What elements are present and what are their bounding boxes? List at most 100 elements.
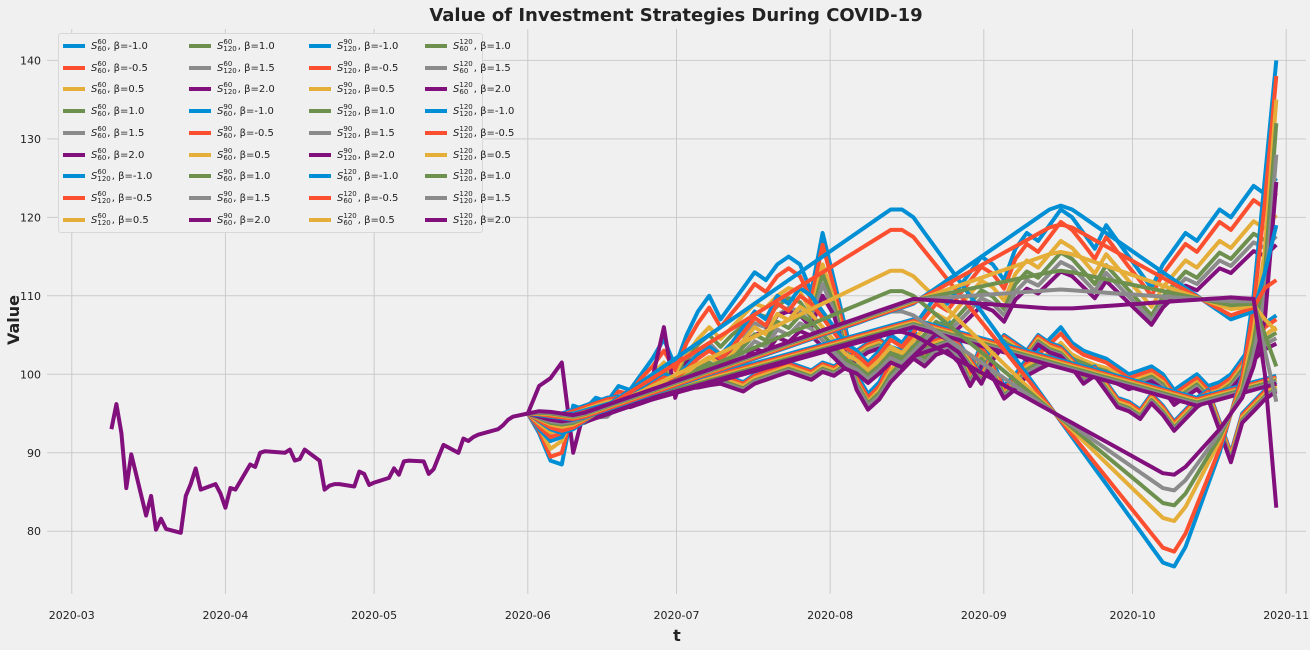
legend-label: S 60 60, β=2.0 (91, 146, 145, 162)
legend-label: S 90 60, β=-1.0 (217, 103, 274, 119)
legend-label: S 60 60, β=1.5 (91, 124, 145, 140)
legend-swatch (309, 109, 331, 114)
legend-item: S 120 120, β=0.5 (425, 146, 511, 164)
legend-label: S 90 120, β=1.5 (337, 124, 395, 140)
legend-item: S 60 120, β=0.5 (63, 211, 149, 229)
legend-swatch (189, 44, 211, 48)
legend-swatch (425, 87, 447, 92)
legend-swatch (189, 217, 211, 222)
x-tick-labels: 2020-03 2020-04 2020-05 2020-06 2020-07 2020-… (49, 609, 1309, 622)
x-tick-label: 2020-05 (351, 609, 397, 622)
x-tick-label: 2020-10 (1110, 609, 1156, 622)
legend-item: S 60 60, β=0.5 (63, 80, 144, 98)
y-tick-label: 100 (20, 368, 41, 381)
legend-label: S 60 120, β=-1.0 (91, 168, 153, 184)
legend-label: S 90 60, β=0.5 (217, 146, 271, 162)
legend-swatch (425, 65, 447, 70)
legend-item: S 60 120, β=-1.0 (63, 167, 152, 185)
legend-item: S 90 120, β=-1.0 (309, 37, 398, 55)
legend-label: S 90 120, β=-1.0 (337, 38, 399, 53)
legend-label: S 60 60, β=0.5 (91, 81, 145, 97)
legend-label: S 60 60, β=-0.5 (91, 59, 148, 75)
legend-label: S 60 60, β=1.0 (91, 103, 145, 119)
legend-label: S 120 120, β=1.5 (453, 189, 511, 205)
x-axis-label: t (673, 626, 681, 645)
series-line-29 (527, 181, 1279, 477)
legend-item: S 60 120, β=2.0 (189, 80, 275, 98)
series-line-35 (527, 295, 1279, 508)
legend-swatch (63, 109, 85, 114)
legend-swatch (63, 152, 85, 157)
legend-swatch (309, 44, 331, 48)
y-tick-label: 140 (20, 54, 41, 67)
legend-item: S 60 120, β=1.0 (189, 37, 275, 55)
y-tick-labels: 80 90 100 110 120 130 140 (20, 54, 41, 538)
legend-swatch (425, 109, 447, 114)
x-tick-label: 2020-08 (807, 609, 853, 622)
legend-swatch (189, 195, 211, 200)
legend-item: S 90 60, β=0.5 (189, 146, 270, 164)
legend-label: S 90 60, β=1.5 (217, 189, 271, 205)
legend-swatch (309, 174, 331, 179)
legend-label: S 120 60, β=-0.5 (337, 189, 399, 205)
series-line-24 (526, 60, 1279, 569)
y-tick-label: 110 (20, 290, 41, 303)
legend-item: S 60 60, β=-0.5 (63, 59, 148, 77)
legend-label: S 120 120, β=0.5 (453, 146, 511, 162)
chart-legend: S 60 60, β=-1.0 S 60 60, β=-0.5 S 60 60, β=0.5 S 6… (58, 33, 514, 233)
legend-item: S 120 60, β=-0.5 (309, 189, 398, 207)
legend-item: S 90 120, β=0.5 (309, 80, 395, 98)
series-lines (109, 60, 1279, 569)
legend-swatch (425, 44, 447, 48)
legend-swatch (63, 65, 85, 70)
legend-swatch (425, 217, 447, 222)
legend-label: S 120 120, β=2.0 (453, 211, 511, 227)
legend-item: S 60 60, β=-1.0 (63, 37, 148, 55)
legend-swatch (189, 174, 211, 179)
legend-label: S 90 120, β=0.5 (337, 81, 395, 97)
legend-label: S 90 120, β=2.0 (337, 146, 395, 162)
x-tick-label: 2020-07 (654, 609, 700, 622)
legend-item: S 90 120, β=2.0 (309, 146, 395, 164)
legend-swatch (309, 152, 331, 157)
legend-swatch (63, 87, 85, 92)
y-axis-label: Value (4, 295, 23, 345)
legend-label: S 120 60, β=2.0 (453, 81, 511, 97)
legend-swatch (63, 174, 85, 179)
legend-item: S 90 60, β=1.5 (189, 189, 270, 207)
y-tick-label: 80 (27, 525, 41, 538)
legend-swatch (425, 195, 447, 200)
legend-label: S 90 60, β=-0.5 (217, 124, 274, 140)
legend-swatch (63, 130, 85, 135)
legend-swatch (309, 195, 331, 200)
legend-item: S 120 60, β=0.5 (309, 211, 395, 229)
legend-swatch (63, 195, 85, 200)
legend-item: S 90 120, β=1.5 (309, 124, 395, 142)
y-tick-label: 90 (27, 447, 41, 460)
legend-label: S 60 120, β=-0.5 (91, 189, 153, 205)
legend-swatch (425, 174, 447, 179)
legend-label: S 120 60, β=-1.0 (337, 168, 399, 184)
legend-label: S 120 60, β=0.5 (337, 211, 395, 227)
legend-item: S 120 60, β=1.0 (425, 37, 511, 55)
legend-swatch (425, 152, 447, 157)
series-line-25 (526, 75, 1279, 554)
y-tick-label: 130 (20, 133, 41, 146)
legend-item: S 120 120, β=-0.5 (425, 124, 514, 142)
legend-item: S 90 60, β=1.0 (189, 167, 270, 185)
legend-swatch (189, 130, 211, 135)
legend-label: S 120 120, β=1.0 (453, 168, 511, 184)
legend-item: S 60 120, β=1.5 (189, 59, 275, 77)
legend-item: S 120 120, β=1.5 (425, 189, 511, 207)
legend-item: S 60 120, β=-0.5 (63, 189, 152, 207)
legend-item: S 120 60, β=2.0 (425, 80, 511, 98)
series-line-26 (526, 99, 1279, 523)
legend-label: S 120 120, β=-0.5 (453, 124, 515, 140)
legend-item: S 60 60, β=1.0 (63, 102, 144, 120)
legend-swatch (189, 65, 211, 70)
legend-label: S 60 120, β=1.5 (217, 59, 275, 75)
x-tick-label: 2020-03 (49, 609, 95, 622)
legend-swatch (189, 152, 211, 157)
legend-swatch (309, 87, 331, 92)
